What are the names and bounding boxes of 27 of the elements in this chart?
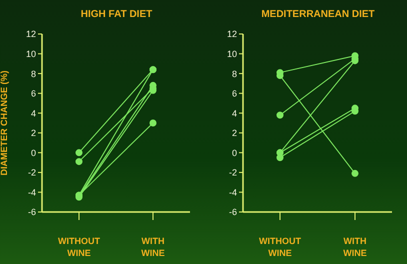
y-tick-label: 8: [30, 68, 36, 79]
y-tick-label: 0: [30, 148, 36, 158]
y-tick-label: 2: [30, 128, 36, 138]
y-tick-label: 10: [226, 48, 237, 59]
y-axis-title: DIAMETER CHANGE (%): [0, 70, 10, 176]
y-tick-label: 10: [26, 48, 36, 59]
y-tick-label: 6: [30, 88, 36, 99]
chart-title: MEDITERRANEAN DIET: [260, 8, 376, 22]
y-tick-label: 0: [232, 148, 237, 158]
y-tick-label: 2: [232, 128, 237, 138]
y-tick-label: -4: [228, 187, 237, 198]
x-tick-label: WITHOUT WINE: [58, 236, 100, 258]
x-tick-label: WITHOUT WINE: [259, 236, 302, 258]
chart-title: HIGH FAT DIET: [80, 8, 154, 22]
y-tick-label: 12: [26, 29, 36, 40]
y-tick-label: 4: [232, 108, 237, 118]
y-tick-label: -4: [28, 187, 36, 198]
y-tick-label: -2: [228, 168, 237, 178]
x-tick-label: WITH WINE: [343, 236, 367, 258]
x-tick-label: WITH WINE: [141, 236, 165, 258]
y-tick-label: -6: [228, 207, 237, 218]
y-tick-label: 4: [30, 108, 36, 118]
y-tick-label: 12: [226, 29, 237, 40]
y-tick-label: 6: [232, 88, 237, 99]
y-tick-label: -6: [28, 207, 36, 218]
y-tick-label: -2: [28, 168, 36, 178]
y-tick-label: 8: [232, 68, 237, 79]
